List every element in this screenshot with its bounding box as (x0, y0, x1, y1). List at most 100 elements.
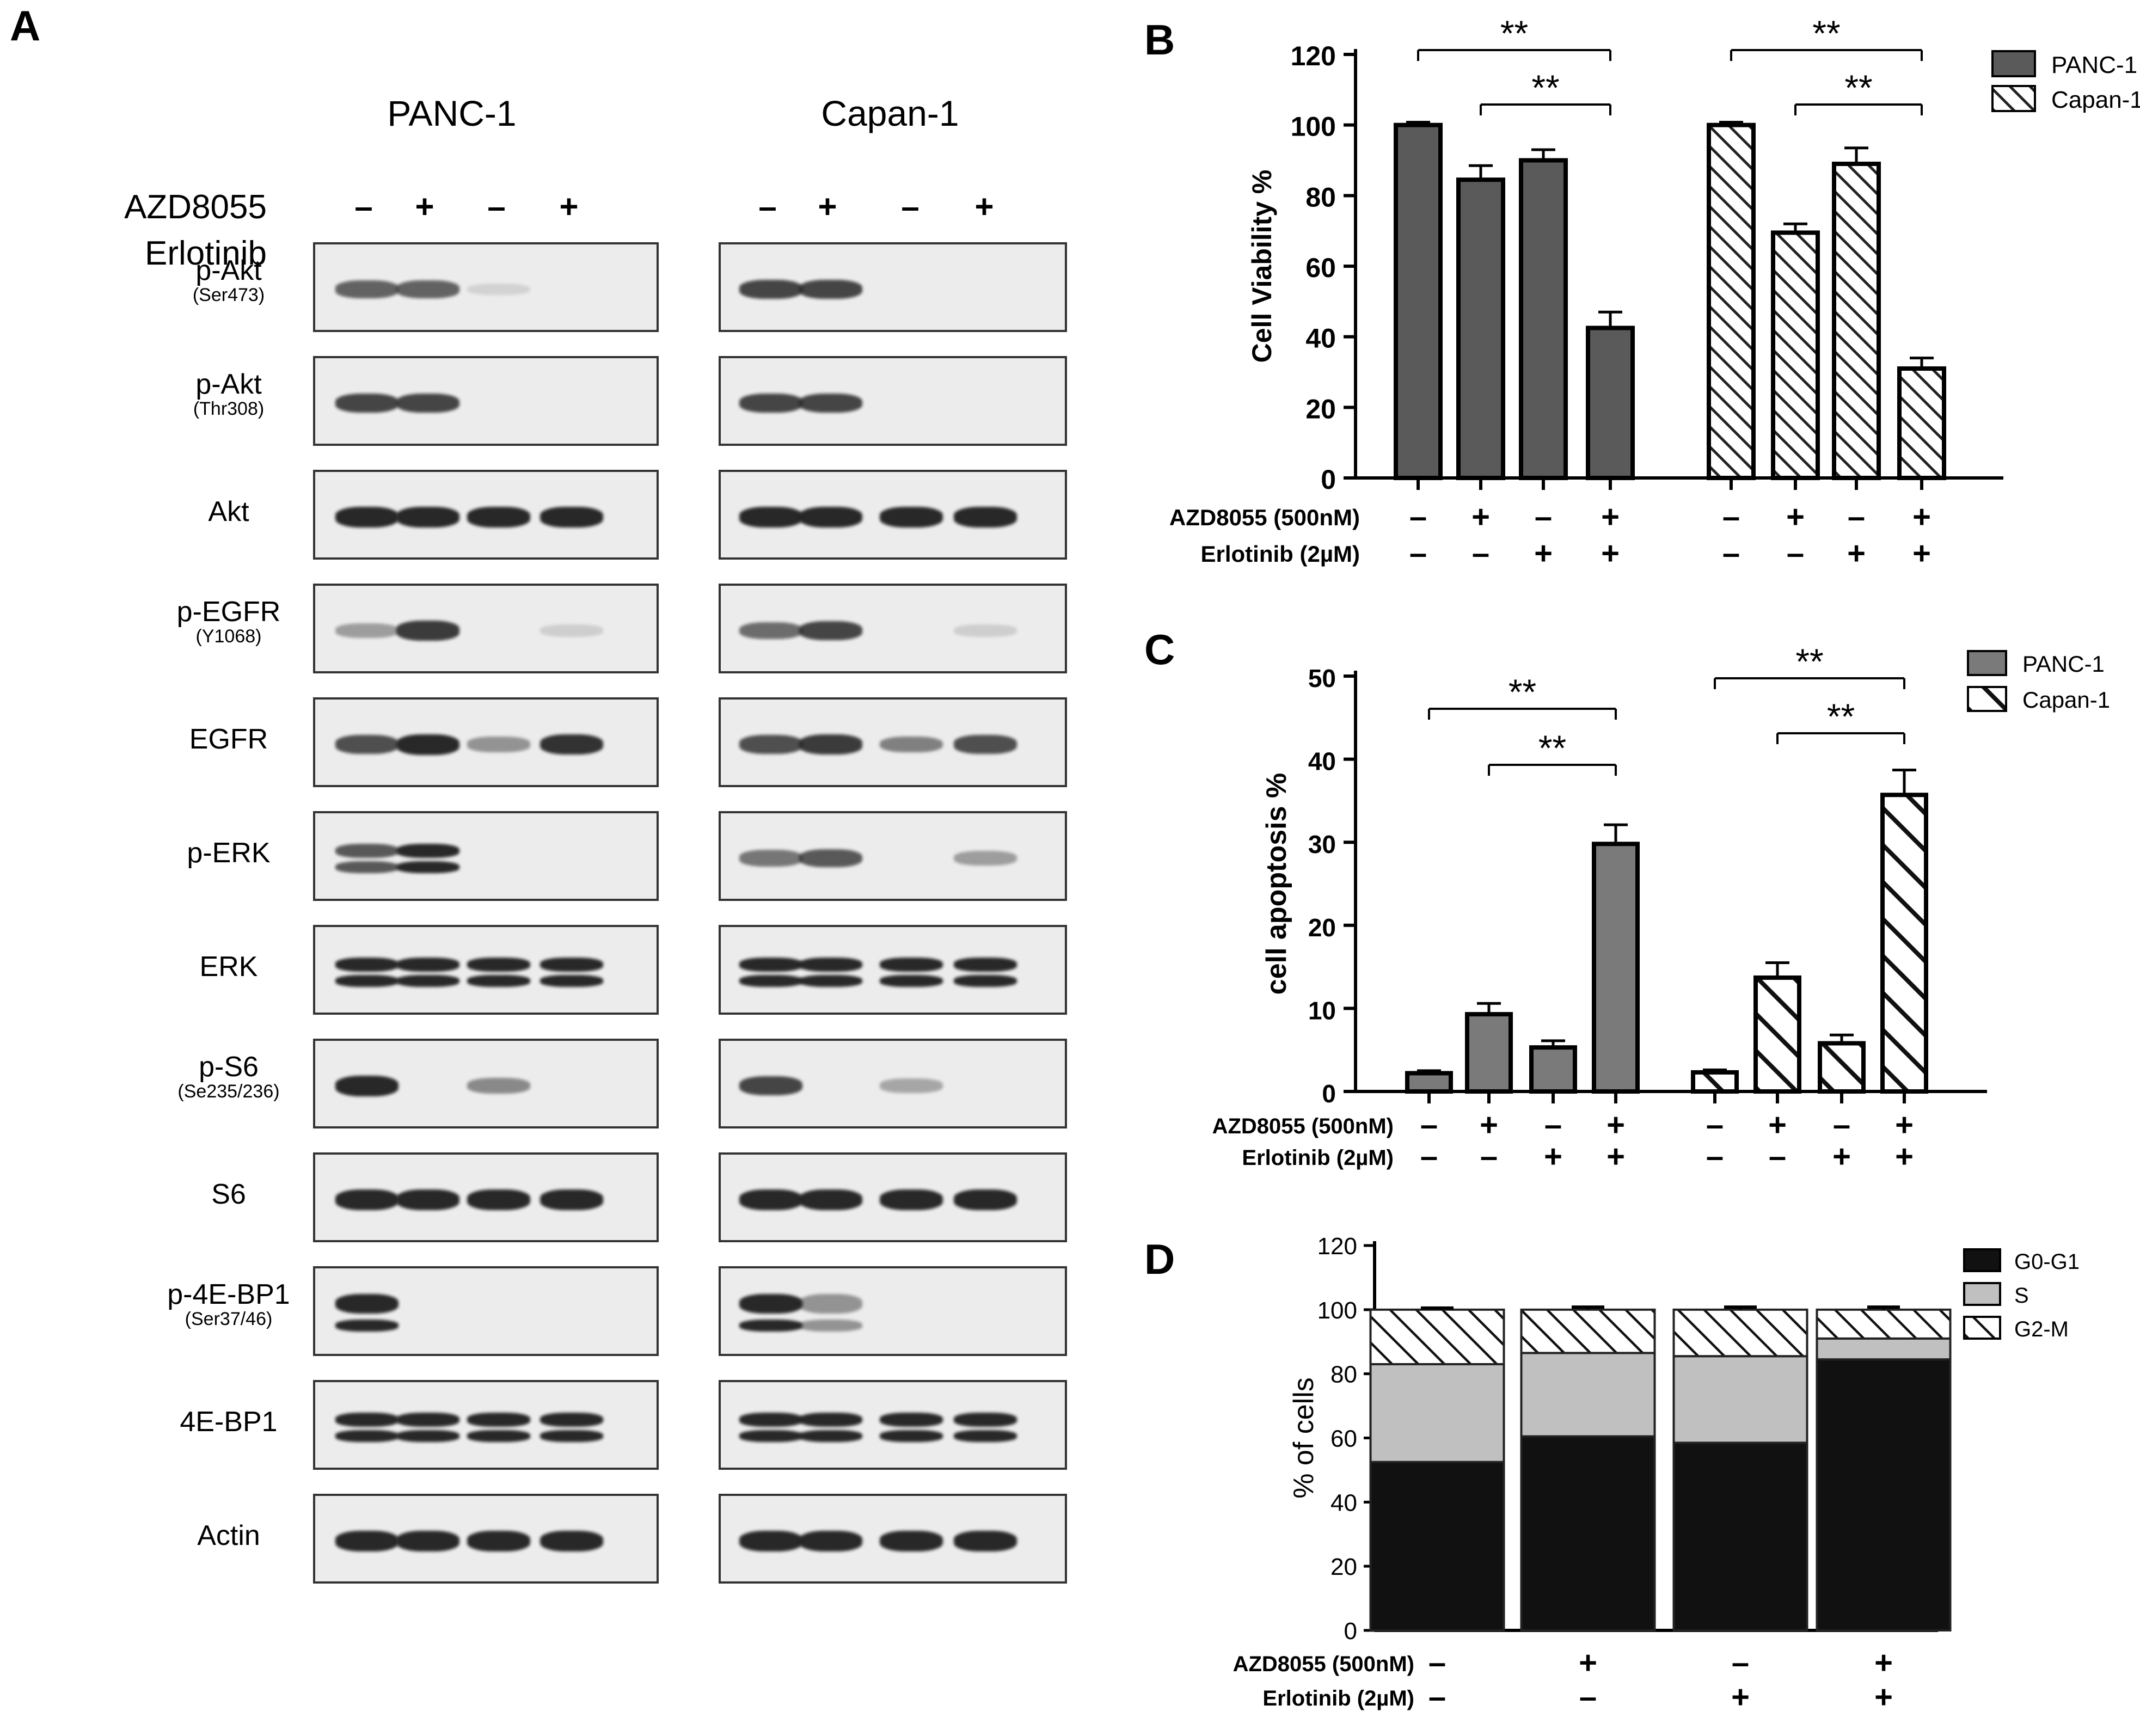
condition-sign: + (1847, 536, 1866, 571)
blot-band (335, 280, 398, 298)
condition-label: Erlotinib (2µM) (1262, 1686, 1414, 1710)
condition-sign: + (1895, 1107, 1914, 1143)
blot-band (335, 974, 398, 987)
blot-row-label: Akt (147, 497, 310, 527)
condition-sign: – (1535, 499, 1552, 535)
blot-band (954, 1412, 1017, 1427)
blot-band (396, 1530, 459, 1551)
y-tick-label: 0 (1344, 1618, 1357, 1645)
blot-row-label: ERK (147, 952, 310, 982)
blot-band (799, 974, 862, 987)
y-axis-label: Cell Viability % (1247, 170, 1277, 363)
blot-membrane (719, 242, 1067, 332)
legend-label: PANC-1 (2051, 52, 2137, 78)
blot-band (467, 737, 530, 752)
blot-treatment-sign: + (415, 188, 434, 225)
legend-label: G2-M (2014, 1317, 2069, 1341)
blot-row-label: p-EGFR (Y1068) (147, 597, 310, 646)
condition-label: Erlotinib (2µM) (1242, 1146, 1394, 1170)
blot-row-label: p-Akt (Thr308) (147, 370, 310, 419)
blot-membrane (313, 1039, 659, 1128)
panel-letter-b: B (1144, 16, 1175, 64)
treatment-label-azd8055: AZD8055 (124, 188, 267, 226)
bar (1465, 1012, 1513, 1094)
blot-band (799, 734, 862, 754)
chart-d-cell-cycle: 0 20 40 60 80 100 120 % of cells AZD8055 (500nM)… (1233, 1233, 2080, 1715)
blot-band (799, 621, 862, 641)
condition-sign: + (1471, 499, 1490, 535)
y-tick-label: 40 (1308, 747, 1336, 776)
blot-membrane (313, 584, 659, 673)
condition-sign: – (1428, 1645, 1446, 1680)
blot-band (396, 1189, 459, 1210)
panel-letter-a: A (10, 2, 41, 50)
condition-label: Erlotinib (2µM) (1200, 541, 1360, 567)
condition-sign: – (1706, 1107, 1724, 1143)
blot-band (335, 843, 398, 858)
blot-band (396, 974, 459, 987)
blot-site-label: (Ser473) (192, 284, 265, 305)
blot-membrane (313, 1152, 659, 1242)
blot-membrane (719, 1494, 1067, 1584)
condition-sign: + (1579, 1645, 1597, 1680)
y-tick-label: 40 (1330, 1489, 1357, 1516)
blot-band (739, 974, 802, 987)
blot-band (335, 623, 398, 639)
blot-site-label: (Thr308) (193, 398, 265, 419)
condition-sign: – (1472, 536, 1489, 571)
blot-band (396, 621, 459, 641)
blot-protein-name: EGFR (189, 723, 268, 755)
blot-band (799, 506, 862, 527)
legend-swatch (1991, 50, 2036, 77)
blot-band (396, 1430, 459, 1442)
blot-row-label: S6 (147, 1180, 310, 1210)
blot-band (540, 1412, 603, 1427)
blot-band (467, 957, 530, 972)
blot-treatment-sign: – (758, 188, 777, 225)
bar (1818, 1041, 1866, 1094)
y-tick-label: 60 (1330, 1426, 1357, 1452)
blot-band (880, 1189, 943, 1210)
blot-band (954, 506, 1017, 527)
blot-band (540, 957, 603, 972)
blot-protein-name: S6 (211, 1179, 246, 1210)
blot-band (739, 1412, 802, 1427)
y-tick-label: 20 (1330, 1554, 1357, 1580)
blot-membrane (719, 811, 1067, 901)
cell-line-title-panc1: PANC-1 (387, 93, 517, 133)
y-tick-label: 40 (1305, 323, 1336, 354)
blot-row-label: 4E-BP1 (147, 1407, 310, 1437)
legend-label: Capan-1 (2022, 687, 2110, 713)
blot-band (799, 1319, 862, 1332)
blot-band (467, 974, 530, 987)
blot-treatment-sign: + (559, 188, 579, 225)
condition-sign: + (1601, 536, 1620, 571)
condition-sign: – (1732, 1645, 1749, 1680)
blot-protein-name: ERK (199, 951, 258, 983)
blot-membrane (313, 925, 659, 1015)
blot-band (467, 1078, 530, 1094)
blot-band (467, 283, 530, 296)
stacked-bar-segment (1816, 1358, 1952, 1631)
blot-protein-name: 4E-BP1 (180, 1406, 278, 1438)
blot-band (739, 735, 802, 754)
blot-band (396, 280, 459, 298)
legend-label: S (2014, 1284, 2029, 1308)
y-tick-label: 20 (1308, 913, 1336, 942)
significance-label: ** (1538, 728, 1566, 768)
blot-band (396, 1412, 459, 1427)
condition-sign: – (1769, 1139, 1786, 1174)
blot-band (954, 1430, 1017, 1442)
blot-band (396, 734, 459, 755)
blot-band (540, 1189, 603, 1210)
bar (1691, 1070, 1739, 1094)
blot-site-label: (Y1068) (195, 625, 262, 647)
blot-band (335, 393, 398, 413)
blot-band (880, 1078, 943, 1093)
condition-sign: + (1912, 536, 1931, 571)
condition-label: AZD8055 (500nM) (1233, 1652, 1414, 1676)
blot-membrane (313, 697, 659, 787)
blot-protein-name: p-EGFR (176, 596, 281, 628)
condition-sign: + (1606, 1139, 1625, 1174)
blot-protein-name: p-Akt (195, 255, 262, 286)
